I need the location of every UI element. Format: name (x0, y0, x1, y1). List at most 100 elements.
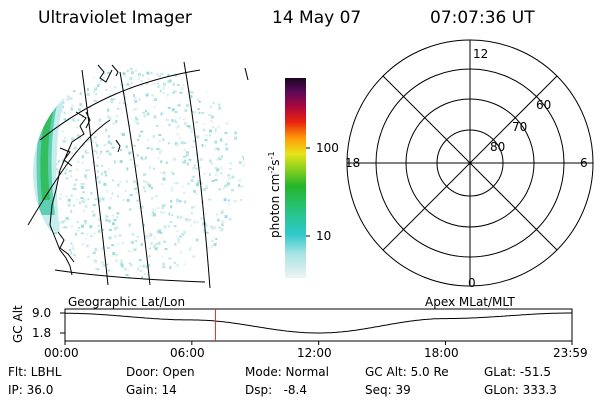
uv-speckle (146, 138, 149, 141)
uv-speckle (44, 103, 48, 107)
uv-speckle (103, 170, 107, 174)
uv-speckle (59, 70, 63, 73)
uv-speckle (143, 114, 146, 118)
uv-speckle (77, 108, 81, 112)
uv-speckle (68, 170, 72, 172)
uv-speckle (77, 119, 80, 122)
uv-speckle (196, 183, 199, 187)
uv-speckle (221, 220, 225, 224)
uv-speckle (90, 270, 93, 273)
uv-speckle (140, 156, 143, 160)
uv-speckle (215, 147, 219, 150)
uv-speckle (51, 69, 53, 72)
uv-speckle (129, 158, 133, 161)
uv-speckle (58, 223, 61, 226)
uv-speckle (137, 206, 140, 210)
uv-speckle (242, 225, 245, 229)
uv-speckle (233, 237, 237, 240)
uv-speckle (225, 96, 228, 99)
uv-speckle (210, 84, 213, 87)
uv-speckle (52, 95, 55, 99)
uv-speckle (241, 198, 244, 201)
uv-speckle (243, 163, 245, 167)
uv-speckle (225, 68, 228, 72)
uv-speckle (98, 153, 102, 156)
uv-speckle (176, 264, 179, 267)
uv-speckle (190, 94, 193, 98)
uv-speckle (119, 160, 123, 163)
uv-speckle (130, 240, 134, 244)
uv-speckle (146, 112, 150, 116)
uv-speckle (105, 89, 109, 92)
uv-speckle (90, 235, 93, 238)
uv-speckle (228, 167, 232, 170)
uv-speckle (243, 245, 245, 248)
uv-speckle (160, 72, 164, 75)
uv-speckle (71, 247, 75, 250)
uv-speckle (211, 228, 214, 231)
uv-speckle (219, 228, 222, 232)
uv-speckle (159, 171, 162, 174)
info-ip: IP: 36.0 (8, 383, 54, 397)
uv-speckle (140, 83, 144, 87)
uv-speckle (156, 73, 160, 77)
colorbar (285, 78, 310, 278)
uv-speckle (72, 253, 75, 256)
uv-speckle (176, 124, 180, 128)
uv-speckle (52, 267, 55, 270)
uv-speckle (109, 93, 112, 96)
uv-image (27, 61, 249, 289)
uv-speckle (225, 143, 228, 146)
uv-speckle (212, 226, 216, 230)
uv-speckle (103, 264, 106, 267)
uv-speckle (191, 111, 195, 114)
uv-speckle (227, 203, 231, 206)
uv-speckle (51, 92, 55, 95)
uv-speckle (214, 167, 218, 170)
uv-speckle (136, 235, 139, 238)
uv-speckle (129, 77, 133, 80)
uv-speckle (153, 98, 157, 101)
uv-speckle (176, 84, 180, 86)
uv-speckle (237, 218, 239, 221)
uv-speckle (49, 81, 52, 84)
uv-speckle (108, 206, 112, 210)
uv-speckle (234, 136, 238, 140)
uv-speckle (156, 148, 160, 150)
uv-speckle (94, 141, 97, 144)
uv-speckle (172, 82, 175, 86)
uv-speckle (87, 169, 90, 172)
lat-label-70: 70 (512, 120, 528, 134)
uv-speckle (145, 93, 149, 97)
uv-speckle (221, 140, 224, 142)
uv-speckle (136, 121, 140, 125)
uv-speckle (70, 77, 74, 81)
uv-speckle (215, 272, 218, 276)
uv-speckle (210, 245, 213, 248)
uv-speckle (41, 74, 44, 78)
uv-speckle (105, 150, 109, 153)
uv-speckle (155, 124, 159, 127)
uv-speckle (64, 136, 67, 139)
uv-speckle (186, 219, 190, 222)
uv-speckle (90, 192, 93, 195)
uv-speckle (168, 257, 172, 260)
uv-speckle (102, 263, 105, 267)
uv-speckle (176, 143, 180, 147)
uv-speckle (127, 250, 130, 253)
uv-speckle (204, 134, 208, 137)
uv-speckle (133, 120, 137, 123)
uv-speckle (176, 215, 179, 219)
uv-speckle (116, 215, 119, 219)
uv-speckle (164, 248, 168, 250)
uv-speckle (135, 191, 138, 194)
uv-speckle (85, 169, 88, 172)
uv-speckle (173, 157, 176, 161)
uv-speckle (240, 250, 244, 254)
uv-speckle (136, 118, 139, 121)
uv-speckle (221, 209, 224, 213)
uv-speckle (131, 232, 134, 236)
uv-speckle (154, 243, 158, 247)
uv-speckle (133, 108, 137, 111)
uv-speckle (89, 138, 92, 140)
